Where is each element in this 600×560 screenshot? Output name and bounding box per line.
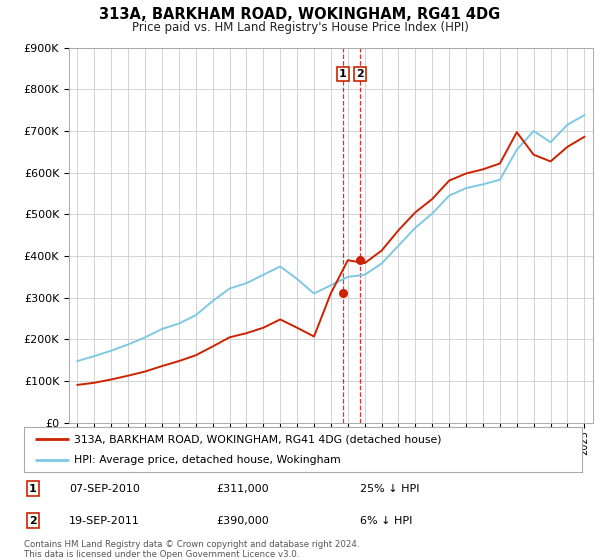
Text: 25% ↓ HPI: 25% ↓ HPI	[360, 484, 419, 493]
Text: 07-SEP-2010: 07-SEP-2010	[69, 484, 140, 493]
Text: 2: 2	[356, 69, 364, 79]
Text: 6% ↓ HPI: 6% ↓ HPI	[360, 516, 412, 525]
Text: Price paid vs. HM Land Registry's House Price Index (HPI): Price paid vs. HM Land Registry's House …	[131, 21, 469, 34]
Text: 19-SEP-2011: 19-SEP-2011	[69, 516, 140, 525]
Text: 2: 2	[29, 516, 37, 525]
Text: 313A, BARKHAM ROAD, WOKINGHAM, RG41 4DG (detached house): 313A, BARKHAM ROAD, WOKINGHAM, RG41 4DG …	[74, 434, 442, 444]
Text: 1: 1	[339, 69, 347, 79]
Text: HPI: Average price, detached house, Wokingham: HPI: Average price, detached house, Woki…	[74, 455, 341, 465]
Text: Contains HM Land Registry data © Crown copyright and database right 2024.
This d: Contains HM Land Registry data © Crown c…	[24, 540, 359, 559]
Text: 313A, BARKHAM ROAD, WOKINGHAM, RG41 4DG: 313A, BARKHAM ROAD, WOKINGHAM, RG41 4DG	[100, 7, 500, 22]
Text: £390,000: £390,000	[216, 516, 269, 525]
Text: £311,000: £311,000	[216, 484, 269, 493]
Text: 1: 1	[29, 484, 37, 493]
